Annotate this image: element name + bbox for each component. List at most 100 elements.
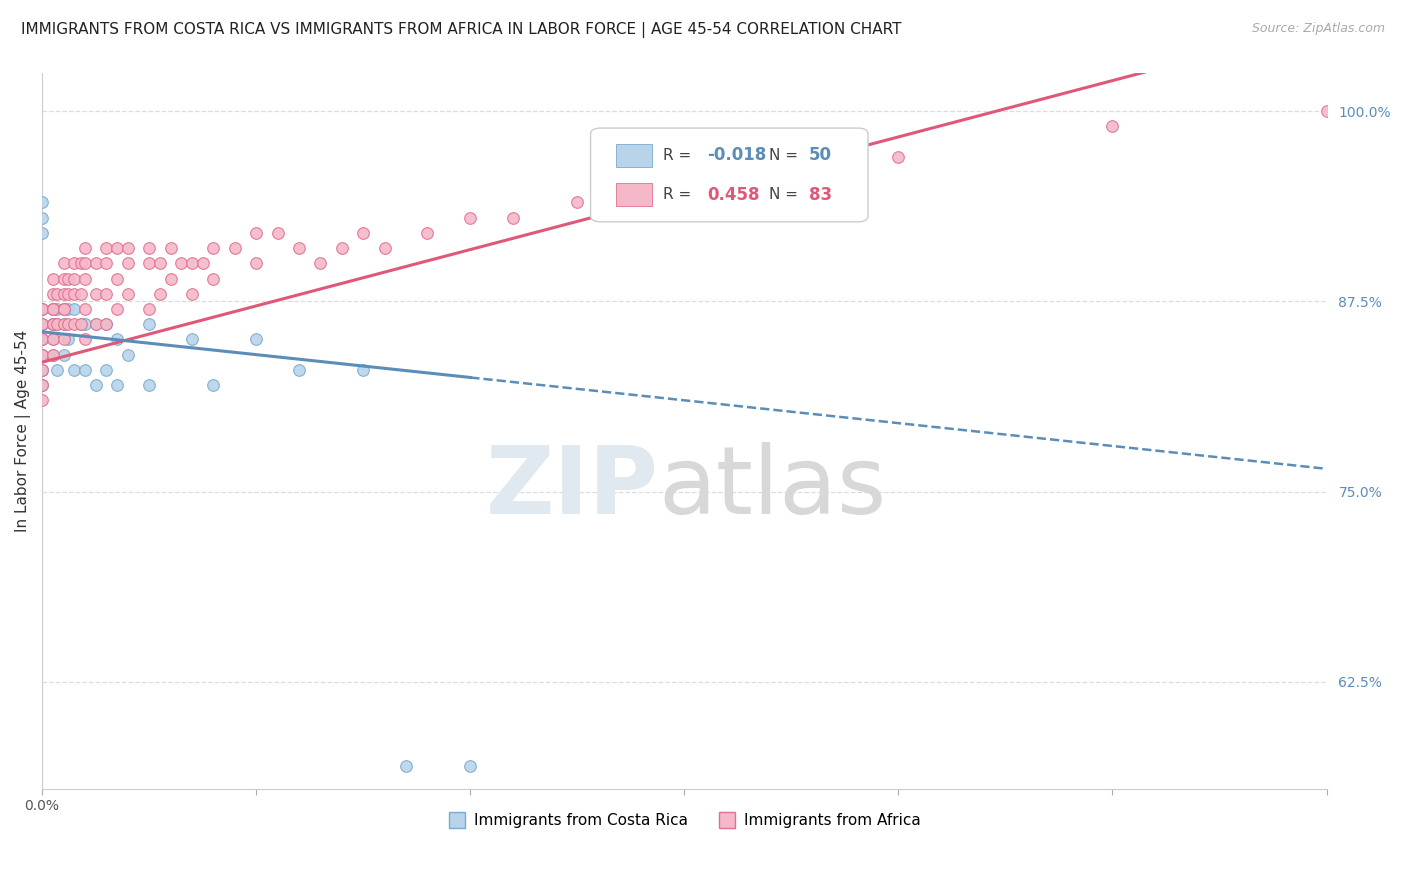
Point [105, 333, 128, 347]
Point [56, 271, 79, 285]
Point [52, 317, 75, 331]
Point [31, 363, 53, 377]
Point [191, 256, 214, 270]
Point [73, 363, 96, 377]
Point [52, 301, 75, 316]
Point [458, 758, 481, 772]
Point [69, 317, 91, 331]
Point [31, 333, 53, 347]
Point [52, 348, 75, 362]
Point [63, 256, 86, 270]
Point [42, 333, 65, 347]
Text: 83: 83 [808, 186, 832, 203]
Point [31, 393, 53, 408]
Bar [616, 144, 652, 167]
Point [138, 301, 160, 316]
Point [96, 241, 118, 255]
Point [117, 286, 139, 301]
Point [96, 363, 118, 377]
Point [330, 241, 353, 255]
Point [31, 378, 53, 392]
Point [374, 241, 396, 255]
Point [416, 226, 439, 240]
Point [63, 301, 86, 316]
Point [42, 317, 65, 331]
Point [42, 348, 65, 362]
Point [567, 195, 589, 210]
Point [31, 333, 53, 347]
Point [56, 286, 79, 301]
Point [42, 271, 65, 285]
Point [149, 286, 172, 301]
Point [69, 256, 91, 270]
Point [42, 301, 65, 316]
Point [46, 286, 69, 301]
Text: R =: R = [662, 148, 696, 162]
Point [46, 317, 69, 331]
Point [42, 301, 65, 316]
Point [69, 317, 91, 331]
Point [288, 241, 311, 255]
Point [96, 286, 118, 301]
Point [52, 301, 75, 316]
Point [673, 180, 696, 194]
Point [63, 286, 86, 301]
Point [42, 286, 65, 301]
Point [458, 211, 481, 225]
Point [42, 333, 65, 347]
Point [69, 286, 91, 301]
Point [245, 256, 267, 270]
Point [52, 333, 75, 347]
Point [52, 256, 75, 270]
Text: Source: ZipAtlas.com: Source: ZipAtlas.com [1251, 22, 1385, 36]
Text: ZIP: ZIP [486, 442, 658, 534]
Point [42, 301, 65, 316]
Point [52, 271, 75, 285]
Point [84, 256, 107, 270]
Point [31, 301, 53, 316]
Point [42, 301, 65, 316]
Point [46, 301, 69, 316]
Point [117, 348, 139, 362]
Point [52, 301, 75, 316]
Text: 0.458: 0.458 [707, 186, 761, 203]
Point [31, 378, 53, 392]
Text: 50: 50 [808, 146, 832, 164]
Point [202, 378, 225, 392]
Text: R =: R = [662, 187, 696, 202]
Point [31, 301, 53, 316]
Point [73, 271, 96, 285]
Point [502, 211, 524, 225]
Point [352, 226, 374, 240]
Text: atlas: atlas [658, 442, 887, 534]
Point [73, 241, 96, 255]
Point [1101, 120, 1123, 134]
Point [224, 241, 246, 255]
Point [63, 271, 86, 285]
Point [105, 378, 128, 392]
Point [31, 317, 53, 331]
Point [96, 317, 118, 331]
Point [73, 301, 96, 316]
Text: -0.018: -0.018 [707, 146, 766, 164]
Point [202, 241, 225, 255]
Point [117, 241, 139, 255]
Point [31, 363, 53, 377]
Point [181, 333, 204, 347]
Point [31, 317, 53, 331]
Point [56, 333, 79, 347]
Point [117, 256, 139, 270]
Point [84, 317, 107, 331]
Text: IMMIGRANTS FROM COSTA RICA VS IMMIGRANTS FROM AFRICA IN LABOR FORCE | AGE 45-54 : IMMIGRANTS FROM COSTA RICA VS IMMIGRANTS… [21, 22, 901, 38]
Point [31, 195, 53, 210]
Text: N =: N = [769, 148, 803, 162]
Point [352, 363, 374, 377]
Point [42, 348, 65, 362]
Point [245, 226, 267, 240]
Y-axis label: In Labor Force | Age 45-54: In Labor Force | Age 45-54 [15, 330, 31, 532]
Point [138, 256, 160, 270]
Point [266, 226, 288, 240]
FancyBboxPatch shape [591, 128, 868, 222]
Point [159, 271, 181, 285]
Point [31, 363, 53, 377]
